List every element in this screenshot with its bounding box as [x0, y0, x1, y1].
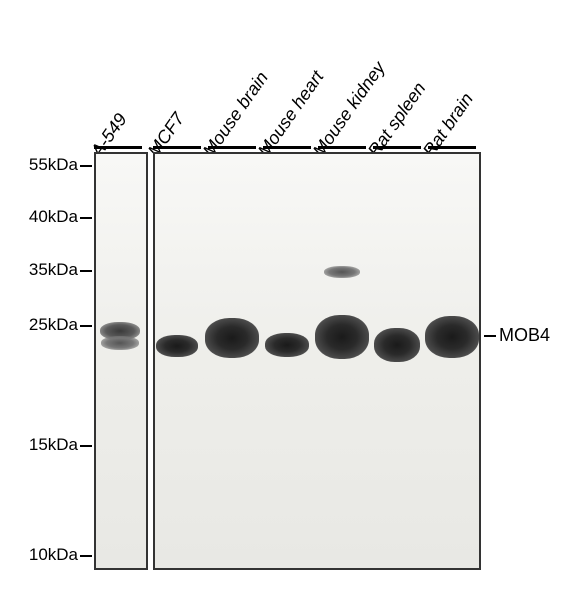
- band-3: [205, 318, 259, 358]
- mw-label-2: 35kDa: [29, 260, 78, 280]
- band-5: [315, 315, 369, 359]
- target-label: MOB4: [499, 325, 550, 346]
- band-7: [374, 328, 420, 362]
- mw-tick-0: [80, 165, 92, 167]
- target-tick: [484, 335, 496, 337]
- mw-tick-3: [80, 325, 92, 327]
- western-blot-figure: A-549MCF7Mouse brainMouse heartMouse kid…: [0, 0, 566, 608]
- header-bar-1: [153, 146, 201, 149]
- header-bar-5: [373, 146, 421, 149]
- band-4: [265, 333, 309, 357]
- mw-label-5: 10kDa: [29, 545, 78, 565]
- lane-label-6: Rat brain: [419, 89, 478, 161]
- mw-tick-4: [80, 445, 92, 447]
- mw-label-0: 55kDa: [29, 155, 78, 175]
- header-bar-4: [318, 146, 366, 149]
- mw-tick-5: [80, 555, 92, 557]
- blot-frame-1: [94, 152, 148, 570]
- band-2: [156, 335, 198, 357]
- header-bar-6: [428, 146, 476, 149]
- mw-label-3: 25kDa: [29, 315, 78, 335]
- header-bar-3: [263, 146, 311, 149]
- band-6: [324, 266, 360, 278]
- mw-tick-2: [80, 270, 92, 272]
- header-bar-2: [208, 146, 256, 149]
- mw-label-4: 15kDa: [29, 435, 78, 455]
- header-bar-0: [94, 146, 142, 149]
- mw-label-1: 40kDa: [29, 207, 78, 227]
- mw-tick-1: [80, 217, 92, 219]
- band-8: [425, 316, 479, 358]
- band-1: [101, 336, 139, 350]
- blot-frame-2: [153, 152, 481, 570]
